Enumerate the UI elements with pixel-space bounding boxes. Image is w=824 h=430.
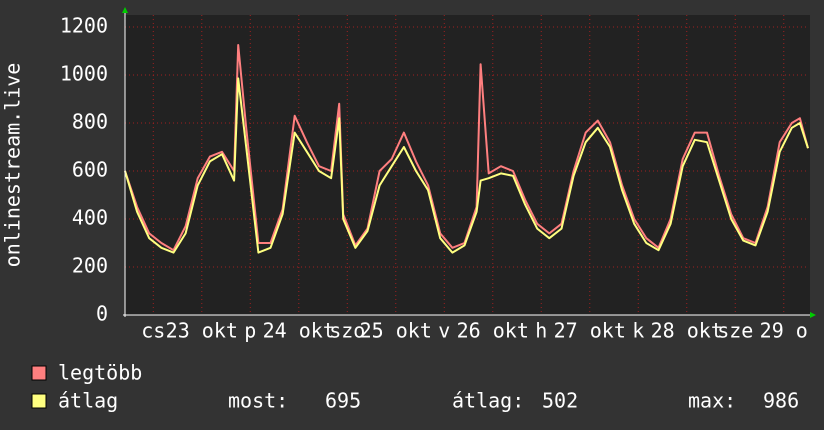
y-tick-label: 1000 [60, 62, 108, 86]
stat-label: most: [228, 389, 288, 413]
series-line [124, 77, 809, 254]
x-tick-label: sze [717, 319, 753, 343]
y-tick-label: 1200 [60, 14, 108, 38]
stat-value: 986 [763, 389, 799, 413]
x-tick-label: 24 okt [263, 319, 335, 343]
axis-arrow [810, 312, 816, 318]
y-tick-label: 200 [72, 254, 108, 278]
x-tick-label: k [632, 319, 644, 343]
x-tick-label: v [438, 319, 450, 343]
stat-label: átlag: [452, 389, 524, 413]
legend-swatch [31, 393, 47, 409]
x-tick-label: 27 okt [554, 319, 626, 343]
legend-label: legtöbb [58, 361, 142, 385]
y-tick-label: 800 [72, 110, 108, 134]
legend-swatch [31, 365, 47, 381]
x-tick-label: p [244, 319, 256, 343]
y-tick-label: 600 [72, 158, 108, 182]
legend: legtöbb átlag most: 695 átlag: 502 max: 986 [31, 361, 799, 413]
stat-label: max: [688, 389, 736, 413]
x-tick-label: 25 okt [360, 319, 432, 343]
y-tick-label: 0 [96, 302, 108, 326]
stat-value: 695 [325, 389, 361, 413]
y-tick-label: 400 [72, 206, 108, 230]
x-tick-label: h [535, 319, 547, 343]
x-tick-label: 23 okt [166, 319, 238, 343]
x-tick-label: 28 okt [651, 319, 723, 343]
x-tick-label: 26 okt [457, 319, 529, 343]
x-tick-label: cs [141, 319, 165, 343]
y-axis-label: onlinestream.live [1, 63, 25, 268]
axis-arrow [122, 7, 128, 13]
stat-value: 502 [542, 389, 578, 413]
lines [124, 44, 809, 254]
legend-label: átlag [58, 389, 118, 413]
x-tick-label: 29 o [760, 319, 808, 343]
x-tick-label: szo [329, 319, 365, 343]
